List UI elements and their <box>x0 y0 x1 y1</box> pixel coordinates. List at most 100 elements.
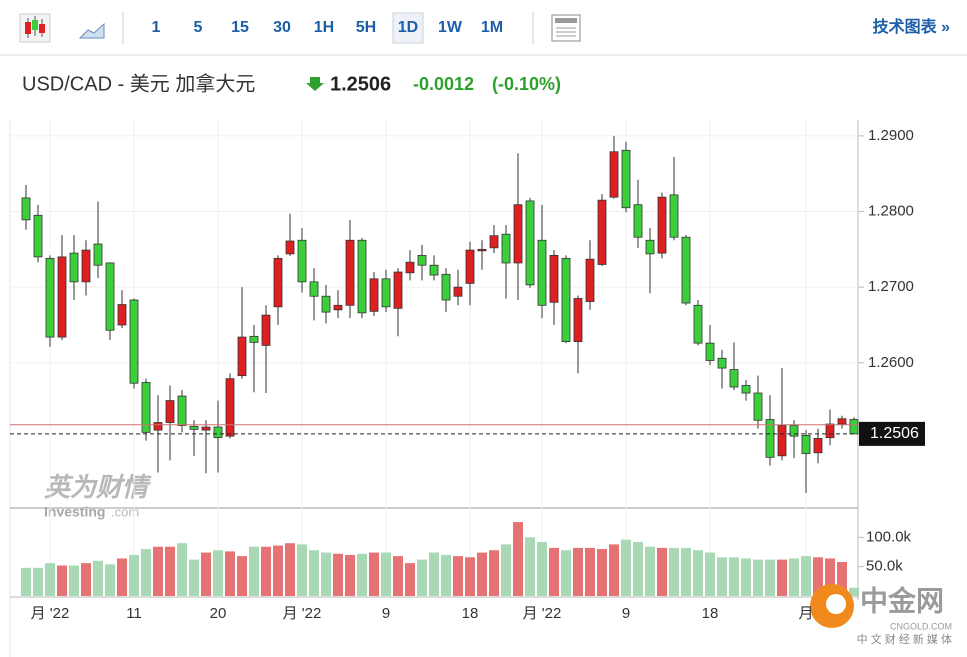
volume-bar <box>549 547 559 596</box>
volume-bar <box>801 556 811 596</box>
volume-bar <box>321 552 331 596</box>
candle-body <box>285 240 295 255</box>
candle-body <box>297 239 307 283</box>
y-tick-label: 1.2800 <box>868 202 914 219</box>
x-tick-label: 20 <box>210 605 227 622</box>
y-tick-label: 1.2600 <box>868 354 914 371</box>
interval-button[interactable]: 1H <box>314 19 334 36</box>
candle-body <box>393 271 403 309</box>
volume-bar <box>825 558 835 596</box>
candle-body <box>765 419 775 458</box>
candle-body <box>633 204 643 238</box>
table-icon[interactable] <box>551 14 581 42</box>
down-arrow <box>306 77 324 91</box>
volume-bar <box>489 550 499 596</box>
candle-body <box>561 258 571 343</box>
interval-button[interactable]: 1M <box>481 19 503 36</box>
candle-body <box>225 378 235 437</box>
y2-tick-label: 100.0k <box>866 528 912 545</box>
investing-cn-watermark: 英为财情 <box>44 472 152 502</box>
volume-bar <box>393 556 403 596</box>
selected-interval-box <box>392 12 424 44</box>
candle-body <box>129 299 139 384</box>
candle-body <box>177 395 187 426</box>
volume-bar <box>285 543 295 596</box>
cngold-tagline: 中 文 财 经 新 媒 体 <box>857 632 952 646</box>
cngold-logo-inner <box>826 594 846 614</box>
interval-button[interactable]: 1D <box>398 19 418 36</box>
volume-bar <box>633 542 643 596</box>
price-change: -0.0012 <box>413 74 474 94</box>
volume-bar <box>741 558 751 596</box>
cngold-name: 中金网 <box>860 584 944 616</box>
volume-bar <box>765 559 775 596</box>
instrument-name: USD/CAD - 美元 加拿大元 <box>22 71 255 95</box>
area-icon[interactable] <box>78 22 105 39</box>
volume-bar <box>693 550 703 596</box>
candle-body <box>693 304 703 344</box>
volume-bar <box>645 546 655 596</box>
interval-button[interactable]: 1W <box>438 19 463 36</box>
candle-body <box>549 254 559 303</box>
candle-body <box>789 425 799 437</box>
candle-body <box>801 434 811 454</box>
candle-icon[interactable] <box>19 13 51 43</box>
volume-bar <box>501 544 511 596</box>
interval-button[interactable]: 30 <box>273 19 291 36</box>
candle-body <box>597 199 607 265</box>
interval-button[interactable]: 1 <box>152 19 161 36</box>
candle-body <box>525 200 535 286</box>
candle-body <box>441 273 451 301</box>
technical-chart-link[interactable]: 技术图表 » <box>873 17 950 36</box>
volume-bar <box>621 539 631 596</box>
interval-button[interactable]: 5 <box>194 19 203 36</box>
candle-body <box>681 236 691 304</box>
candle-body <box>345 239 355 306</box>
volume-bar <box>849 587 859 596</box>
volume-bar <box>405 563 415 596</box>
volume-bar <box>93 560 103 596</box>
volume-bar <box>669 547 679 596</box>
candle-body <box>645 239 655 255</box>
volume-bar <box>237 556 247 596</box>
x-tick-label: 月 '22 <box>31 605 70 622</box>
candle-body <box>777 425 787 457</box>
x-tick-label: 月 <box>798 605 813 622</box>
volume-bar <box>369 552 379 596</box>
candle-body <box>717 357 727 369</box>
volume-bar <box>729 557 739 596</box>
candle-body <box>105 262 115 331</box>
candle-body <box>465 249 475 284</box>
y-tick-label: 1.2700 <box>868 278 914 295</box>
candle-body <box>141 382 151 433</box>
candle-body <box>93 243 103 266</box>
x-tick-label: 18 <box>462 605 479 622</box>
candle-body <box>657 196 667 254</box>
candle-body <box>501 233 511 264</box>
volume-bar <box>585 547 595 596</box>
candle-body <box>357 239 367 314</box>
candle-body <box>261 314 271 346</box>
volume-bar <box>597 549 607 596</box>
volume-bar <box>105 564 115 596</box>
volume-bar <box>165 546 175 596</box>
volume-bar <box>837 561 847 596</box>
volume-bar <box>177 543 187 596</box>
volume-bar <box>525 537 535 596</box>
candle-body <box>837 418 847 425</box>
candle-body <box>57 256 67 338</box>
volume-bar <box>273 545 283 596</box>
candle-body <box>513 204 523 264</box>
candle-body <box>405 261 415 274</box>
volume-bar <box>417 559 427 596</box>
last-price: 1.2506 <box>330 73 391 95</box>
percent-change: (-0.10%) <box>492 74 561 94</box>
volume-bar <box>561 550 571 596</box>
volume-bar <box>201 552 211 596</box>
interval-button[interactable]: 5H <box>356 19 376 36</box>
interval-button[interactable]: 15 <box>231 19 249 36</box>
y2-tick-label: 50.0k <box>866 558 903 575</box>
x-tick-label: 9 <box>622 605 630 622</box>
